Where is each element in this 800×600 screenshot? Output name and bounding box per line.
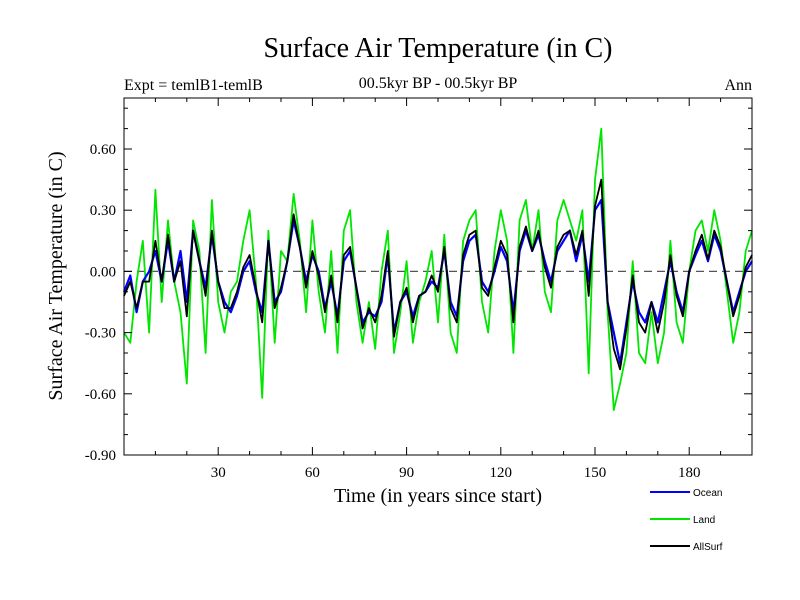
chart-title: Surface Air Temperature (in C) bbox=[264, 33, 613, 64]
series-layer bbox=[122, 127, 753, 412]
subtitle-right: Ann bbox=[724, 77, 752, 94]
legend-label-land: Land bbox=[693, 515, 715, 526]
y-tick-label: -0.90 bbox=[85, 448, 116, 464]
legend-label-ocean: Ocean bbox=[693, 488, 722, 499]
x-tick-label: 150 bbox=[584, 465, 607, 481]
x-tick-label: 120 bbox=[490, 465, 513, 481]
series-line-land bbox=[123, 127, 753, 412]
y-tick-label: 0.00 bbox=[90, 264, 116, 280]
series-line-allsurf bbox=[123, 178, 753, 371]
y-tick-label: -0.60 bbox=[85, 387, 116, 403]
y-tick-label: -0.30 bbox=[85, 326, 116, 342]
x-tick-label: 30 bbox=[211, 465, 226, 481]
y-axis-label: Surface Air Temperature (in C) bbox=[45, 151, 67, 400]
x-tick-label: 90 bbox=[399, 465, 414, 481]
y-tick-label: 0.60 bbox=[90, 142, 116, 158]
x-tick-label: 60 bbox=[305, 465, 320, 481]
legend: Ocean Land AllSurf bbox=[650, 488, 723, 553]
x-tick-label: 180 bbox=[678, 465, 701, 481]
axes-layer: 30 60 90 120 150 180 -0.90 -0.60 -0.30 0.00 0.30 0.… bbox=[85, 98, 752, 481]
legend-label-allsurf: AllSurf bbox=[693, 542, 723, 553]
y-tick-label: 0.30 bbox=[90, 203, 116, 219]
subtitle-center: 00.5kyr BP - 00.5kyr BP bbox=[359, 75, 518, 92]
subtitle-left: Expt = temlB1-temlB bbox=[124, 77, 263, 94]
x-axis-label: Time (in years since start) bbox=[334, 485, 542, 507]
